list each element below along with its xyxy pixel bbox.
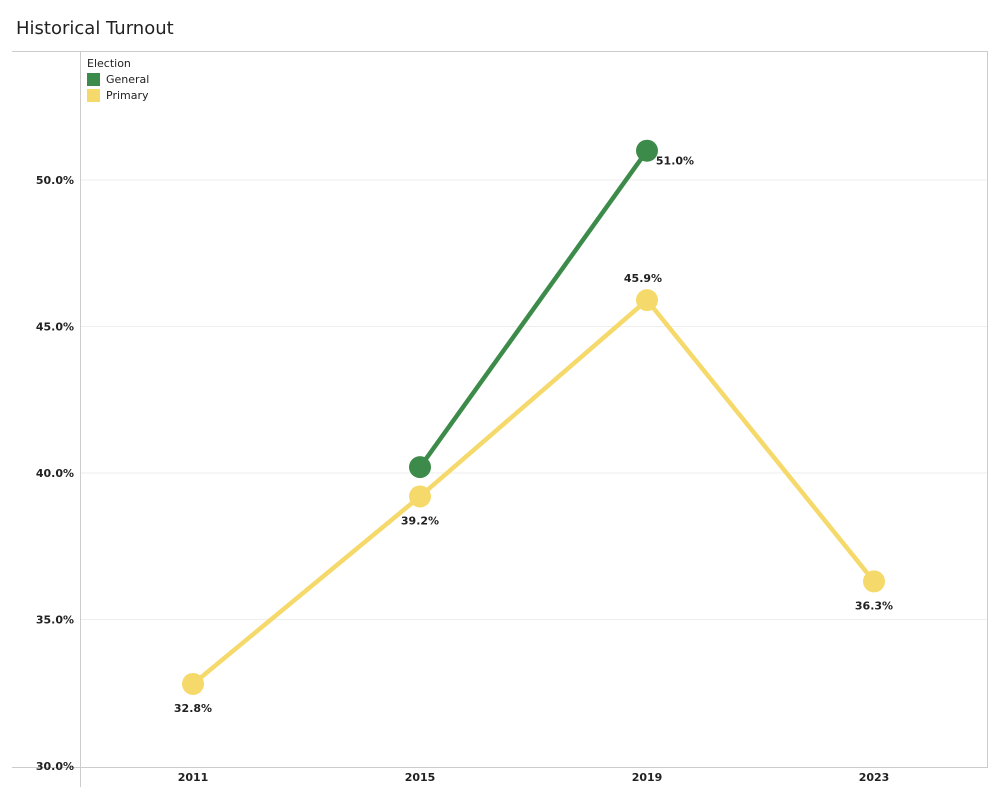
- plot-frame: [12, 51, 988, 768]
- general-line: [418, 149, 649, 469]
- x-tick-label: 2023: [859, 771, 890, 784]
- general-swatch-icon: [87, 73, 100, 86]
- x-tick-label: 2019: [632, 771, 663, 784]
- legend-label: Primary: [106, 89, 149, 102]
- primary-point[interactable]: [863, 570, 885, 593]
- legend-label: General: [106, 73, 150, 86]
- data-label: 39.2%: [401, 514, 439, 527]
- y-tick-label: 50.0%: [36, 174, 74, 187]
- primary-point[interactable]: [182, 672, 204, 695]
- y-axis-line: [80, 51, 81, 787]
- general-point[interactable]: [409, 456, 431, 479]
- legend-title: Election: [87, 57, 131, 70]
- general-point[interactable]: [636, 139, 658, 162]
- legend-item-general[interactable]: General: [87, 73, 149, 86]
- x-tick-label: 2011: [178, 771, 209, 784]
- primary-swatch-icon: [87, 89, 100, 102]
- primary-point[interactable]: [636, 289, 658, 312]
- y-tick-label: 45.0%: [36, 321, 74, 334]
- data-label: 36.3%: [855, 599, 893, 612]
- data-label: 51.0%: [656, 155, 694, 168]
- y-tick-label: 40.0%: [36, 467, 74, 480]
- y-tick-label: 30.0%: [36, 760, 74, 773]
- data-label: 32.8%: [174, 702, 212, 715]
- chart-title: Historical Turnout: [16, 18, 174, 39]
- legend-item-primary[interactable]: Primary: [87, 89, 149, 102]
- primary-point[interactable]: [409, 485, 431, 508]
- legend: Election General Primary: [87, 57, 149, 102]
- x-tick-label: 2015: [405, 771, 436, 784]
- primary-line: [191, 296, 876, 686]
- data-label: 45.9%: [624, 272, 662, 285]
- y-tick-label: 35.0%: [36, 614, 74, 627]
- x-axis-line: [12, 767, 988, 768]
